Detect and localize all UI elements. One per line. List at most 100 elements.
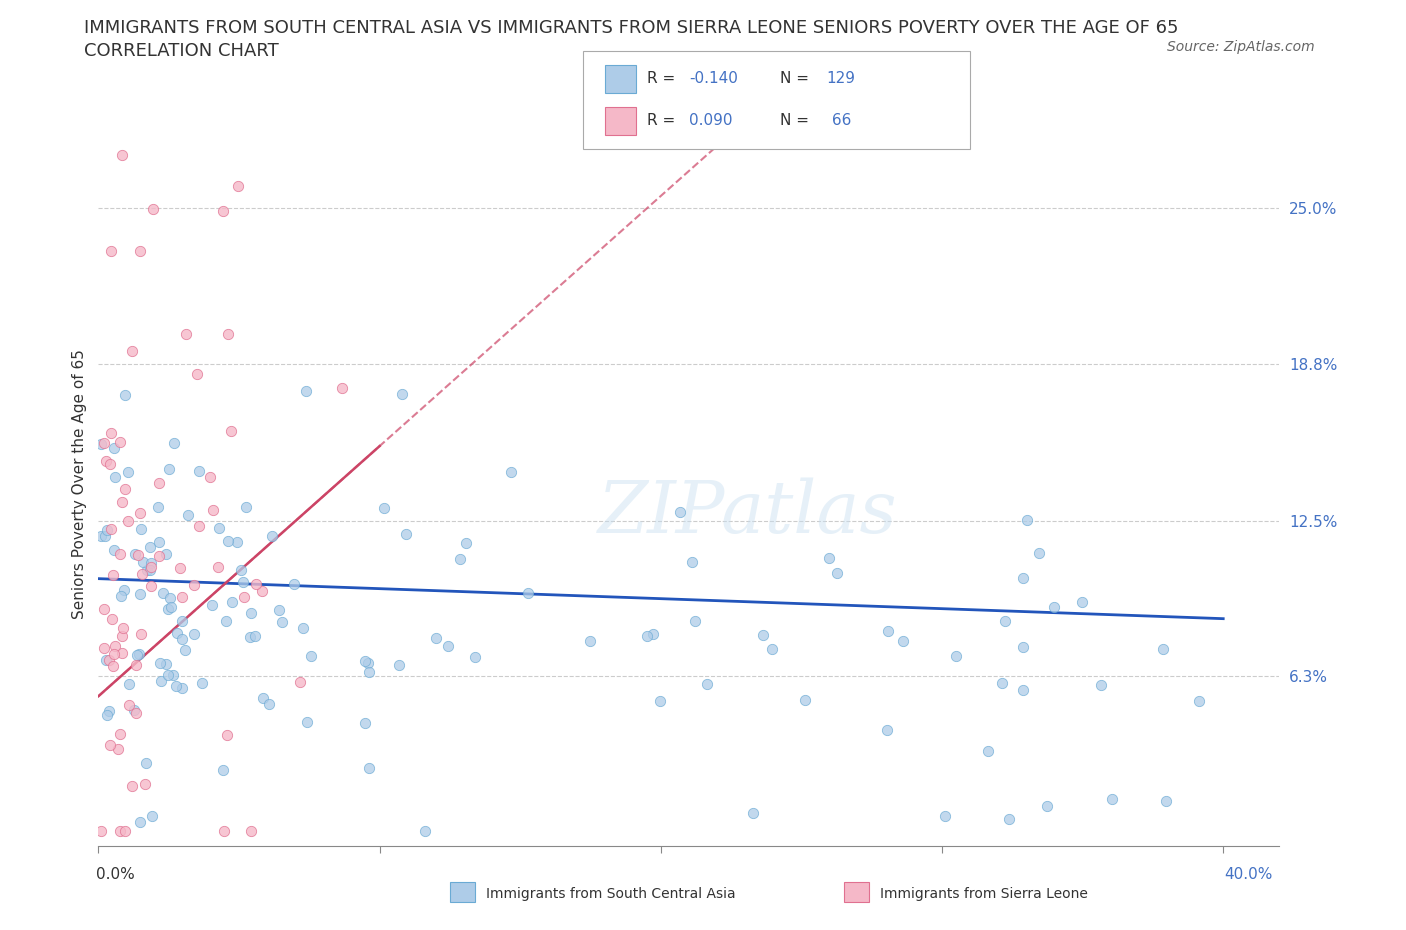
Text: CORRELATION CHART: CORRELATION CHART <box>84 42 280 60</box>
Point <box>283 577 305 591</box>
Point <box>1101 791 1123 806</box>
Point <box>252 583 274 598</box>
Text: 0.090: 0.090 <box>689 113 733 128</box>
Point <box>186 366 208 381</box>
Point <box>114 482 136 497</box>
Point <box>141 202 163 217</box>
Point <box>183 578 205 593</box>
Point <box>934 808 956 823</box>
Point <box>288 674 311 689</box>
Point <box>219 424 242 439</box>
Point <box>141 808 163 823</box>
Point <box>160 600 183 615</box>
Point <box>262 529 284 544</box>
Point <box>1012 639 1035 654</box>
Point <box>825 565 848 580</box>
Point <box>212 204 235 219</box>
Point <box>1012 571 1035 586</box>
Point <box>112 582 135 597</box>
Point <box>163 435 186 450</box>
Point <box>170 590 193 604</box>
Point <box>413 824 436 839</box>
Point <box>94 653 117 668</box>
Point <box>761 642 783 657</box>
Text: IMMIGRANTS FROM SOUTH CENTRAL ASIA VS IMMIGRANTS FROM SIERRA LEONE SENIORS POVER: IMMIGRANTS FROM SOUTH CENTRAL ASIA VS IM… <box>84 19 1178 36</box>
Point <box>148 475 170 490</box>
Point <box>1015 513 1038 528</box>
Point <box>108 547 131 562</box>
Point <box>579 633 602 648</box>
Point <box>165 678 187 693</box>
Point <box>100 425 122 440</box>
Point <box>683 614 706 629</box>
Point <box>169 560 191 575</box>
Point <box>138 539 160 554</box>
Point <box>217 727 239 742</box>
Text: 40.0%: 40.0% <box>1225 867 1272 882</box>
Point <box>129 522 152 537</box>
Point <box>221 595 243 610</box>
Point <box>121 778 143 793</box>
Point <box>100 522 122 537</box>
Point <box>117 676 139 691</box>
Point <box>231 563 253 578</box>
Text: 0.0%: 0.0% <box>96 867 135 882</box>
Point <box>131 567 153 582</box>
Point <box>752 628 775 643</box>
Point <box>110 726 132 741</box>
Point <box>170 613 193 628</box>
Point <box>891 633 914 648</box>
Point <box>1188 694 1211 709</box>
Point <box>1036 798 1059 813</box>
Point <box>437 639 460 654</box>
Point <box>226 535 249 550</box>
Point <box>129 587 152 602</box>
Point <box>93 640 115 655</box>
Point <box>139 560 162 575</box>
Point <box>170 631 193 646</box>
Point <box>200 598 222 613</box>
Point <box>742 805 765 820</box>
Point <box>128 647 150 662</box>
Point <box>90 436 112 451</box>
Point <box>391 387 413 402</box>
Point <box>395 526 418 541</box>
Text: Source: ZipAtlas.com: Source: ZipAtlas.com <box>1167 40 1315 54</box>
Point <box>232 575 254 590</box>
Point <box>125 647 148 662</box>
Point <box>294 384 316 399</box>
Point <box>98 457 121 472</box>
Point <box>148 499 170 514</box>
Point <box>112 621 135 636</box>
Point <box>669 504 692 519</box>
Point <box>243 629 266 644</box>
Point <box>990 676 1012 691</box>
Point <box>155 547 177 562</box>
Point <box>101 568 124 583</box>
Point <box>226 179 249 193</box>
Point <box>122 703 145 718</box>
Point <box>876 723 898 737</box>
Point <box>292 620 315 635</box>
Point <box>98 737 121 752</box>
Point <box>464 649 486 664</box>
Point <box>139 563 162 578</box>
Point <box>207 560 229 575</box>
Point <box>183 627 205 642</box>
Point <box>104 639 127 654</box>
Point <box>208 521 231 536</box>
Point <box>103 441 125 456</box>
Point <box>174 326 197 341</box>
Point <box>111 645 134 660</box>
Point <box>299 648 322 663</box>
Point <box>359 760 381 775</box>
Point <box>696 676 718 691</box>
Point <box>239 605 262 620</box>
Point <box>330 380 353 395</box>
Text: Immigrants from Sierra Leone: Immigrants from Sierra Leone <box>880 887 1088 901</box>
Point <box>107 742 129 757</box>
Point <box>354 716 377 731</box>
Point <box>93 602 115 617</box>
Y-axis label: Seniors Poverty Over the Age of 65: Seniors Poverty Over the Age of 65 <box>72 349 87 618</box>
Point <box>357 665 380 680</box>
